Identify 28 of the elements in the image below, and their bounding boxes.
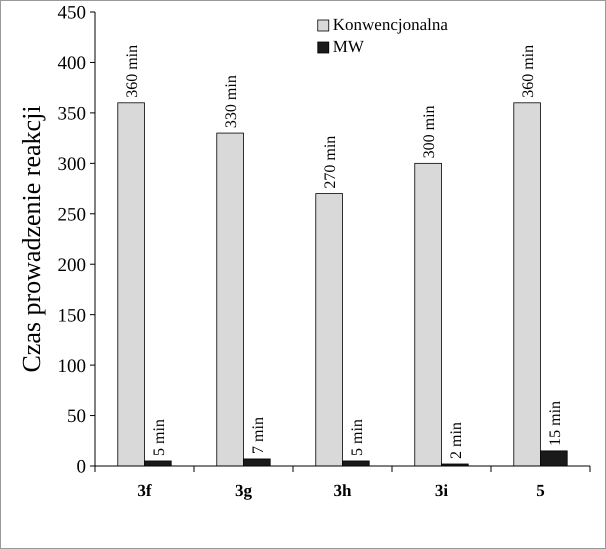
y-axis-title: Czas prowadzenie reakcji [17, 105, 46, 373]
data-label: 360 min [520, 44, 538, 98]
data-label: 300 min [421, 105, 438, 158]
y-tick-label: 250 [58, 204, 86, 226]
y-tick-label: 350 [58, 104, 86, 125]
data-label: 270 min [322, 136, 340, 189]
data-label: 15 min [546, 400, 564, 446]
data-label: 330 min [223, 75, 240, 128]
y-tick-label: 150 [58, 305, 86, 326]
data-label: 2 min [448, 422, 465, 459]
legend-label: MW [332, 37, 365, 56]
y-tick-label: 100 [58, 356, 86, 377]
x-tick-label: 3f [137, 481, 152, 500]
y-tick-label: 200 [58, 254, 86, 276]
data-label: 5 min [150, 419, 168, 456]
y-tick-label: 50 [67, 406, 86, 428]
data-label: 7 min [250, 417, 267, 454]
x-tick-label: 3g [235, 481, 252, 500]
y-tick-label: 400 [58, 53, 86, 74]
data-label: 360 min [124, 44, 142, 98]
x-tick-label: 3h [334, 481, 352, 500]
x-tick-label: 3i [434, 481, 448, 500]
y-tick-label: 300 [58, 154, 86, 175]
data-label: 5 min [348, 419, 366, 456]
x-tick-label: 5 [536, 481, 545, 500]
y-tick-label: 450 [58, 2, 86, 24]
legend-label: Konwencjonalna [332, 15, 448, 34]
y-tick-label: 0 [76, 456, 86, 478]
